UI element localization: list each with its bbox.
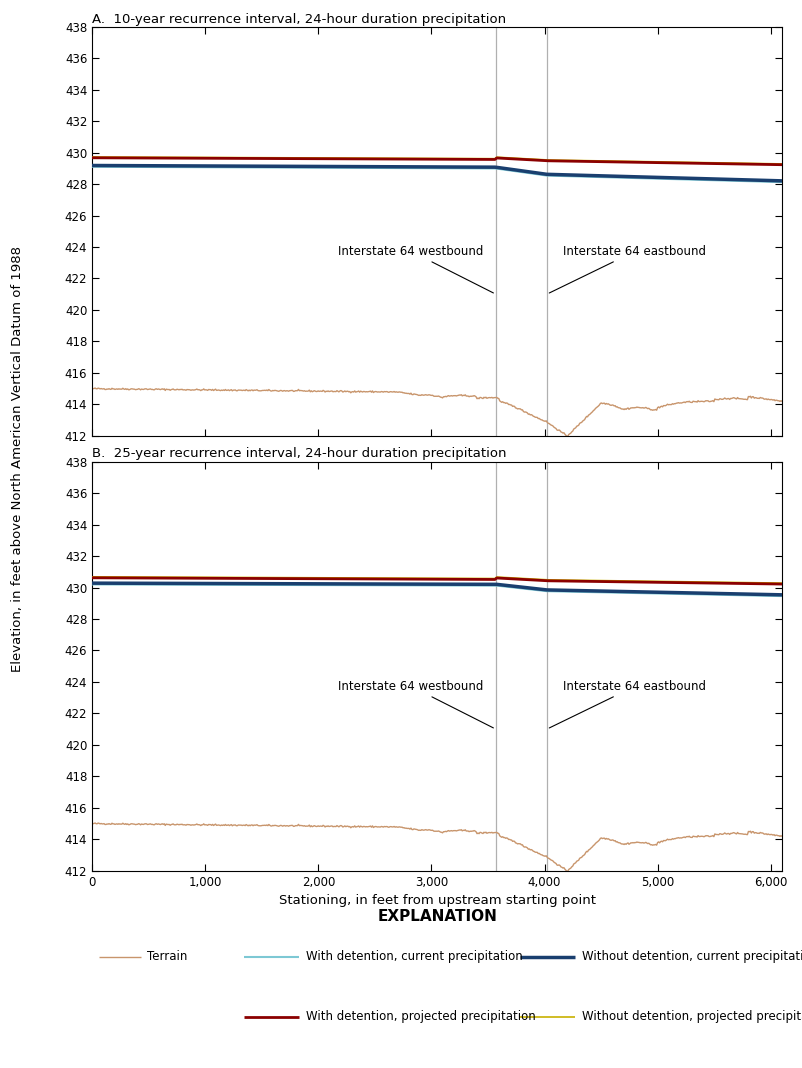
Text: A.  10-year recurrence interval, 24-hour duration precipitation: A. 10-year recurrence interval, 24-hour …: [92, 13, 506, 26]
Text: EXPLANATION: EXPLANATION: [377, 909, 497, 924]
Text: B.  25-year recurrence interval, 24-hour duration precipitation: B. 25-year recurrence interval, 24-hour …: [92, 447, 507, 460]
Text: Elevation, in feet above North American Vertical Datum of 1988: Elevation, in feet above North American …: [11, 247, 24, 672]
Text: Interstate 64 westbound: Interstate 64 westbound: [338, 245, 493, 293]
Text: With detention, projected precipitation: With detention, projected precipitation: [306, 1010, 536, 1023]
Text: With detention, current precipitation: With detention, current precipitation: [306, 951, 523, 963]
Text: Without detention, projected precipitation: Without detention, projected precipitati…: [582, 1010, 802, 1023]
X-axis label: Stationing, in feet from upstream starting point: Stationing, in feet from upstream starti…: [278, 894, 596, 907]
Text: Interstate 64 eastbound: Interstate 64 eastbound: [549, 680, 707, 728]
Text: Interstate 64 westbound: Interstate 64 westbound: [338, 680, 493, 728]
Text: Without detention, current precipitation: Without detention, current precipitation: [582, 951, 802, 963]
Text: Interstate 64 eastbound: Interstate 64 eastbound: [549, 245, 707, 293]
Text: Terrain: Terrain: [148, 951, 188, 963]
